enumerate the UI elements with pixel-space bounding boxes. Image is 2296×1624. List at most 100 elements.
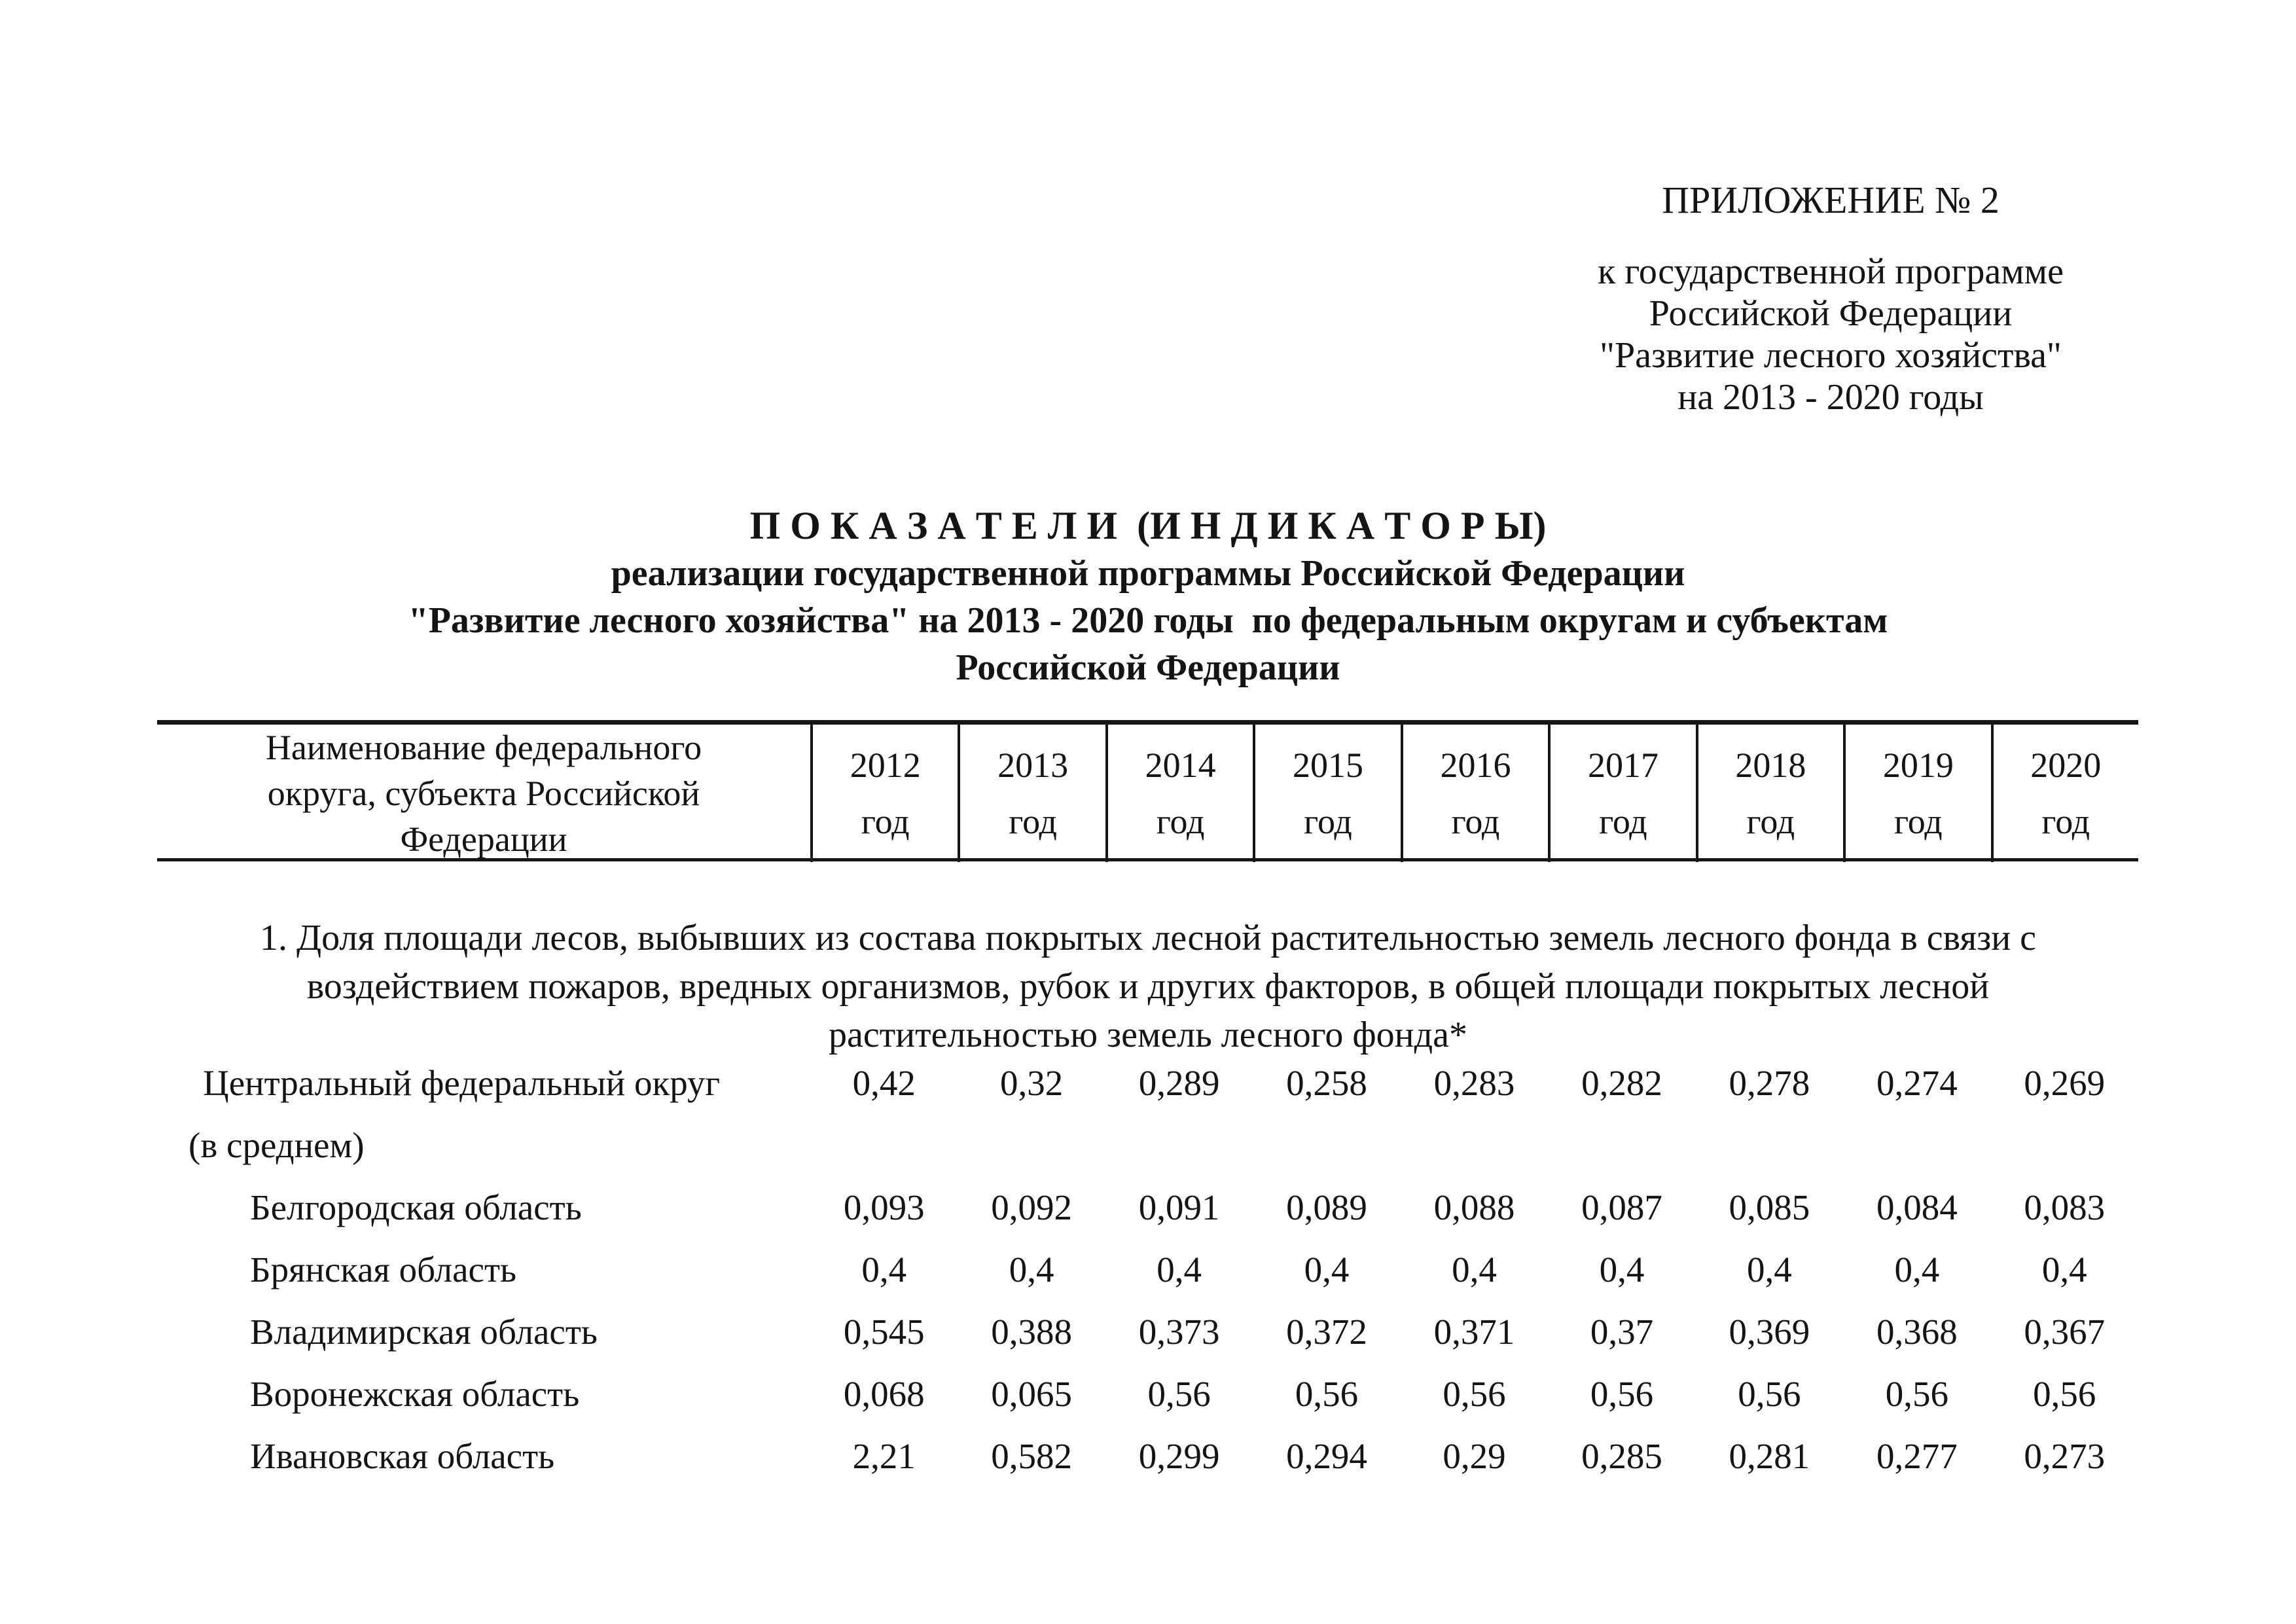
value-cell: 0,083 [2024, 1187, 2106, 1227]
value-cell: 0,37 [1590, 1312, 1654, 1352]
year-number: 2012 [850, 746, 921, 785]
column-header-year: 2017 год [1548, 725, 1695, 862]
year-number: 2018 [1735, 746, 1806, 785]
value-cell: 0,582 [991, 1436, 1073, 1476]
value-cell: 0,545 [843, 1312, 925, 1352]
title-line-scope: "Развитие лесного хозяйства" на 2013 - 2… [408, 600, 1888, 641]
region-name: Воронежская область [250, 1374, 580, 1414]
region-name-cell: Центральный федеральный округ (в среднем) [157, 1063, 810, 1166]
document-title: П О К А З А Т Е Л И (И Н Д И К А Т О Р Ы… [0, 501, 2296, 691]
value-cell: 0,4 [1894, 1250, 1940, 1290]
column-header-year: 2013 год [958, 725, 1105, 862]
value-cell: 0,56 [1295, 1374, 1359, 1414]
region-name-cell: Брянская область [157, 1250, 810, 1290]
value-cell: 0,091 [1138, 1187, 1220, 1227]
value-cell: 0,088 [1433, 1187, 1515, 1227]
appendix-number: ПРИЛОЖЕНИЕ № 2 [1662, 179, 2000, 221]
value-cell: 0,093 [843, 1187, 925, 1227]
value-cell: 0,084 [1876, 1187, 1958, 1227]
table-row: Центральный федеральный округ (в среднем)… [157, 1063, 2138, 1166]
appendix-subtitle: к государственной программе Российской Ф… [1559, 251, 2102, 418]
value-cell: 0,371 [1433, 1312, 1515, 1352]
value-cell: 0,4 [2041, 1250, 2087, 1290]
year-suffix: год [1599, 802, 1647, 841]
region-name-cell: Владимирская область [157, 1312, 810, 1352]
table-row: Воронежская область 0,068 0,065 0,56 0,56 0,5… [157, 1374, 2138, 1415]
column-header-year: 2014 год [1105, 725, 1253, 862]
table-body: Центральный федеральный округ (в среднем)… [157, 1063, 2138, 1477]
region-name-note: (в среднем) [188, 1125, 365, 1165]
value-cell: 0,4 [1304, 1250, 1350, 1290]
year-suffix: год [1893, 802, 1943, 841]
appendix-line: Российской Федерации [1649, 293, 2013, 334]
year-number: 2015 [1293, 746, 1364, 785]
year-suffix: год [1156, 802, 1205, 841]
value-cell: 0,277 [1876, 1436, 1958, 1476]
value-cell: 0,283 [1433, 1063, 1515, 1103]
column-header-year: 2012 год [810, 725, 958, 862]
year-number: 2016 [1440, 746, 1511, 785]
column-header-year: 2019 год [1843, 725, 1990, 862]
value-cell: 0,32 [1000, 1063, 1064, 1103]
value-cell: 0,068 [843, 1374, 925, 1414]
column-header-year: 2015 год [1253, 725, 1400, 862]
value-cell: 0,388 [991, 1312, 1073, 1352]
value-cell: 0,087 [1581, 1187, 1662, 1227]
year-suffix: год [2041, 802, 2090, 841]
value-cell: 0,56 [1885, 1374, 1948, 1414]
value-cell: 0,56 [1147, 1374, 1211, 1414]
value-cell: 0,369 [1729, 1312, 1810, 1352]
section-1-title: 1. Доля площади лесов, выбывших из соста… [259, 918, 2037, 1055]
value-cell: 0,285 [1581, 1436, 1662, 1476]
region-name: Ивановская область [250, 1436, 555, 1476]
table-row: Ивановская область 2,21 0,582 0,299 0,294 0,2… [157, 1436, 2138, 1477]
title-line-program: реализации государственной программы Рос… [611, 553, 1685, 594]
table-header-row: Наименование федерального округа, субъек… [157, 720, 2138, 862]
column-header-year: 2018 год [1695, 725, 1843, 862]
region-name-cell: Воронежская область [157, 1374, 810, 1415]
value-cell: 0,281 [1729, 1436, 1810, 1476]
value-cell: 0,092 [991, 1187, 1073, 1227]
year-suffix: год [1451, 802, 1500, 841]
column-header-year: 2020 год [1990, 725, 2138, 862]
table-row: Белгородская область 0,093 0,092 0,091 0,089… [157, 1187, 2138, 1228]
appendix-line: к государственной программе [1598, 251, 2064, 292]
value-cell: 0,289 [1138, 1063, 1220, 1103]
value-cell: 0,368 [1876, 1312, 1958, 1352]
value-cell: 0,367 [2024, 1312, 2106, 1352]
region-name: Владимирская область [250, 1312, 598, 1352]
year-number: 2014 [1145, 746, 1216, 785]
value-cell: 0,56 [1590, 1374, 1654, 1414]
title-line-federation: Российской Федерации [956, 647, 1340, 688]
year-suffix: год [1009, 802, 1058, 841]
value-cell: 0,4 [1452, 1250, 1497, 1290]
year-number: 2017 [1587, 746, 1659, 785]
value-cell: 0,274 [1876, 1063, 1958, 1103]
value-cell: 0,299 [1138, 1436, 1220, 1476]
column-header-year: 2016 год [1400, 725, 1548, 862]
value-cell: 0,56 [2033, 1374, 2096, 1414]
appendix-block: ПРИЛОЖЕНИЕ № 2 к государственной програм… [1559, 178, 2102, 418]
year-suffix: год [1304, 802, 1352, 841]
year-number: 2013 [997, 746, 1069, 785]
value-cell: 0,42 [852, 1063, 916, 1103]
value-cell: 0,294 [1286, 1436, 1367, 1476]
value-cell: 0,282 [1581, 1063, 1662, 1103]
value-cell: 2,21 [852, 1436, 916, 1476]
value-cell: 0,4 [1009, 1250, 1054, 1290]
value-cell: 0,4 [1157, 1250, 1202, 1290]
value-cell: 0,373 [1138, 1312, 1220, 1352]
region-name: Центральный федеральный округ [203, 1063, 721, 1103]
value-cell: 0,4 [1599, 1250, 1645, 1290]
title-line-indicators: П О К А З А Т Е Л И (И Н Д И К А Т О Р Ы… [749, 504, 1547, 547]
value-cell: 0,4 [861, 1250, 907, 1290]
year-number: 2019 [1882, 746, 1954, 785]
value-cell: 0,278 [1729, 1063, 1810, 1103]
value-cell: 0,56 [1738, 1374, 1801, 1414]
table-row: Владимирская область 0,545 0,388 0,373 0,372… [157, 1312, 2138, 1352]
value-cell: 0,269 [2024, 1063, 2106, 1103]
region-name-cell: Ивановская область [157, 1436, 810, 1477]
year-number: 2020 [2030, 746, 2102, 785]
value-cell: 0,089 [1286, 1187, 1367, 1227]
